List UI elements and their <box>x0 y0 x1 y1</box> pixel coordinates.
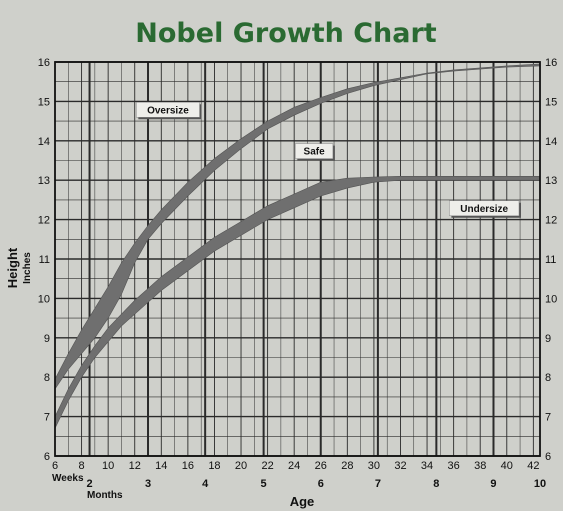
y-tick-label-left: 7 <box>44 412 50 424</box>
x-tick-label-month: 3 <box>145 478 151 490</box>
x-tick-label-month: 4 <box>202 478 209 490</box>
y-tick-label-right: 13 <box>545 175 557 187</box>
y-tick-label-left: 12 <box>38 215 50 227</box>
x-tick-label-week: 18 <box>208 460 220 472</box>
y-tick-label-left: 11 <box>39 254 50 266</box>
x-tick-label-month: 8 <box>433 478 439 490</box>
y-tick-label-right: 15 <box>545 96 557 108</box>
x-axis-weeks-label: Weeks <box>52 473 84 484</box>
band-labels: Oversize Safe Undersize <box>136 102 521 218</box>
band-label-box <box>449 200 520 216</box>
x-tick-label-week: 8 <box>79 460 85 472</box>
x-tick-label-week: 20 <box>235 460 247 472</box>
y-tick-label-right: 11 <box>545 254 556 266</box>
x-tick-label-week: 36 <box>448 460 460 472</box>
plot-frame <box>54 61 541 457</box>
x-tick-label-month: 10 <box>534 478 546 490</box>
y-tick-label-right: 12 <box>545 215 557 227</box>
y-tick-label-right: 8 <box>545 372 551 384</box>
y-tick-label-left: 13 <box>38 175 50 187</box>
x-tick-label-week: 38 <box>474 460 486 472</box>
band-label-box <box>136 102 200 118</box>
y-tick-label-right: 7 <box>545 412 551 424</box>
plot-border <box>54 61 541 457</box>
y-axis-unit: Inches <box>22 252 33 284</box>
y-tick-label-left: 9 <box>44 333 50 345</box>
x-tick-label-month: 7 <box>375 478 381 490</box>
y-tick-label-right: 14 <box>545 136 557 148</box>
x-tick-label-week: 14 <box>155 460 167 472</box>
y-tick-label-left: 6 <box>44 451 50 463</box>
x-tick-label-week: 30 <box>368 460 380 472</box>
x-tick-label-week: 24 <box>288 460 300 472</box>
x-tick-label-week: 40 <box>501 460 513 472</box>
y-tick-label-left: 8 <box>44 372 50 384</box>
y-tick-label-right: 9 <box>545 333 551 345</box>
y-tick-label-right: 10 <box>545 293 557 305</box>
x-tick-label-week: 28 <box>341 460 353 472</box>
x-tick-label-week: 34 <box>421 460 433 472</box>
y-axis-label: Height <box>5 247 20 288</box>
x-tick-label-week: 26 <box>315 460 327 472</box>
band-label: Safe <box>304 147 326 158</box>
x-axis-months-label: Months <box>87 490 123 501</box>
x-tick-label-week: 6 <box>52 460 58 472</box>
chart-title: Nobel Growth Chart <box>135 18 437 49</box>
x-tick-label-week: 42 <box>527 460 539 472</box>
x-tick-label-week: 16 <box>182 460 194 472</box>
band-label: Oversize <box>147 105 189 116</box>
x-tick-label-week: 12 <box>129 460 141 472</box>
x-tick-label-month: 5 <box>261 478 267 490</box>
y-tick-label-left: 16 <box>38 57 50 69</box>
band-label-box <box>295 143 334 159</box>
x-tick-label-month: 2 <box>86 478 92 490</box>
y-tick-label-left: 10 <box>38 293 50 305</box>
x-tick-label-week: 10 <box>102 460 114 472</box>
band-label: Undersize <box>460 204 508 215</box>
y-tick-label-left: 14 <box>38 136 50 148</box>
y-tick-label-left: 15 <box>38 96 50 108</box>
y-tick-label-right: 16 <box>545 57 557 69</box>
x-tick-label-month: 9 <box>490 478 496 490</box>
x-tick-label-month: 6 <box>318 478 324 490</box>
x-axis-label: Age <box>290 494 315 509</box>
x-tick-label-week: 22 <box>261 460 273 472</box>
x-tick-label-week: 32 <box>394 460 406 472</box>
y-tick-label-right: 6 <box>545 451 551 463</box>
